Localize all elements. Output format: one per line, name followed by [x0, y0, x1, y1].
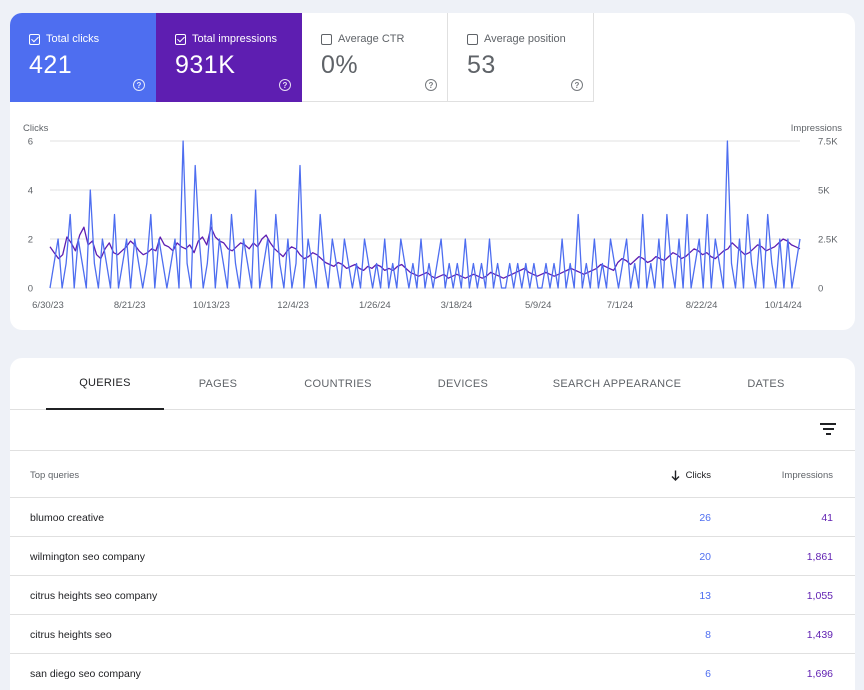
query-cell: citrus heights seo	[30, 629, 112, 641]
x-tick-label: 1/26/24	[359, 300, 391, 311]
tab-devices[interactable]: Devices	[437, 378, 489, 390]
dimension-tabs: Queries Pages Countries Devices Search a…	[10, 358, 855, 410]
left-axis-title: Clicks	[23, 123, 49, 134]
metric-label: Average position	[484, 33, 566, 45]
query-cell: wilmington seo company	[30, 551, 145, 563]
metric-value: 931K	[175, 51, 236, 79]
tab-pages[interactable]: Pages	[198, 378, 238, 390]
right-tick-label: 5K	[818, 186, 830, 197]
right-axis-title: Impressions	[791, 123, 842, 134]
table-row[interactable]: citrus heights seo 8 1,439	[10, 615, 855, 654]
metric-value: 0%	[321, 51, 359, 79]
impressions-cell: 1,439	[806, 629, 833, 641]
tab-queries[interactable]: Queries	[46, 358, 164, 410]
average-ctr-card[interactable]: Average CTR 0% ?	[302, 13, 448, 102]
impressions-series-line	[49, 226, 801, 279]
right-tick-label: 2.5K	[818, 235, 838, 246]
query-cell: blumoo creative	[30, 512, 105, 524]
column-header-clicks-label: Clicks	[685, 470, 711, 481]
column-header-clicks[interactable]: Clicks	[671, 470, 711, 481]
x-tick-label: 5/9/24	[525, 300, 551, 311]
left-tick-label: 2	[28, 235, 33, 246]
clicks-cell: 6	[705, 668, 711, 680]
average-position-card[interactable]: Average position 53 ?	[448, 13, 594, 102]
query-cell: san diego seo company	[30, 668, 141, 680]
performance-chart[interactable]: Clicks Impressions 0 0 2 2.5K 4 5K 6 7.5K 6/30/23 8…	[10, 113, 855, 323]
left-tick-label: 0	[28, 284, 33, 295]
impressions-cell: 1,696	[806, 668, 833, 680]
checkbox-unchecked-icon[interactable]	[467, 33, 478, 45]
tab-dates[interactable]: Dates	[747, 378, 785, 390]
checkbox-unchecked-icon[interactable]	[321, 33, 332, 45]
clicks-cell: 20	[699, 551, 711, 563]
right-tick-label: 0	[818, 284, 823, 295]
column-header-impressions[interactable]: Impressions	[781, 470, 833, 481]
query-cell: citrus heights seo company	[30, 590, 158, 602]
x-tick-label: 6/30/23	[32, 300, 64, 311]
x-tick-label: 7/1/24	[607, 300, 633, 311]
right-tick-label: 7.5K	[818, 137, 838, 148]
chart-svg: Clicks Impressions 0 0 2 2.5K 4 5K 6 7.5K 6/30/23 8…	[23, 123, 842, 311]
clicks-cell: 8	[705, 629, 711, 641]
column-header-query[interactable]: Top queries	[30, 470, 80, 481]
metric-label: Total clicks	[46, 33, 100, 45]
help-icon[interactable]: ?	[279, 79, 291, 91]
filter-icon[interactable]	[820, 423, 836, 437]
total-impressions-card[interactable]: Total impressions 931K ?	[156, 13, 302, 102]
help-icon[interactable]: ?	[571, 79, 583, 91]
clicks-series-line	[49, 140, 801, 289]
checkbox-checked-icon[interactable]	[175, 33, 186, 45]
clicks-cell: 26	[699, 512, 711, 524]
arrow-down-icon	[671, 470, 680, 481]
x-tick-label: 10/13/23	[193, 300, 230, 311]
table-row[interactable]: citrus heights seo company 13 1,055	[10, 576, 855, 615]
report-table-card: Queries Pages Countries Devices Search a…	[10, 358, 855, 690]
metric-value: 421	[29, 51, 73, 79]
help-icon[interactable]: ?	[133, 79, 145, 91]
table-row[interactable]: blumoo creative 26 41	[10, 498, 855, 537]
table-body: blumoo creative 26 41 wilmington seo compan…	[10, 498, 855, 690]
impressions-cell: 41	[821, 512, 833, 524]
performance-card: Total clicks 421 ? Total impressions 931…	[10, 13, 855, 330]
checkbox-checked-icon[interactable]	[29, 33, 40, 45]
total-clicks-card[interactable]: Total clicks 421 ?	[10, 13, 156, 102]
metric-label: Total impressions	[192, 33, 277, 45]
x-tick-label: 12/4/23	[277, 300, 309, 311]
x-tick-label: 8/21/23	[114, 300, 146, 311]
metric-label: Average CTR	[338, 33, 405, 45]
table-row[interactable]: wilmington seo company 20 1,861	[10, 537, 855, 576]
metric-cards: Total clicks 421 ? Total impressions 931…	[10, 13, 855, 102]
metric-value: 53	[467, 51, 496, 79]
help-icon[interactable]: ?	[425, 79, 437, 91]
filter-row	[10, 410, 855, 451]
left-tick-label: 6	[28, 137, 33, 148]
table-header: Top queries Clicks Impressions	[10, 451, 855, 498]
clicks-cell: 13	[699, 590, 711, 602]
tab-search-appearance[interactable]: Search appearance	[552, 378, 682, 390]
left-tick-label: 4	[28, 186, 33, 197]
x-tick-label: 10/14/24	[765, 300, 802, 311]
x-tick-label: 8/22/24	[686, 300, 718, 311]
impressions-cell: 1,861	[806, 551, 833, 563]
table-row[interactable]: san diego seo company 6 1,696	[10, 654, 855, 690]
x-tick-label: 3/18/24	[441, 300, 473, 311]
impressions-cell: 1,055	[806, 590, 833, 602]
tab-countries[interactable]: Countries	[304, 378, 372, 390]
